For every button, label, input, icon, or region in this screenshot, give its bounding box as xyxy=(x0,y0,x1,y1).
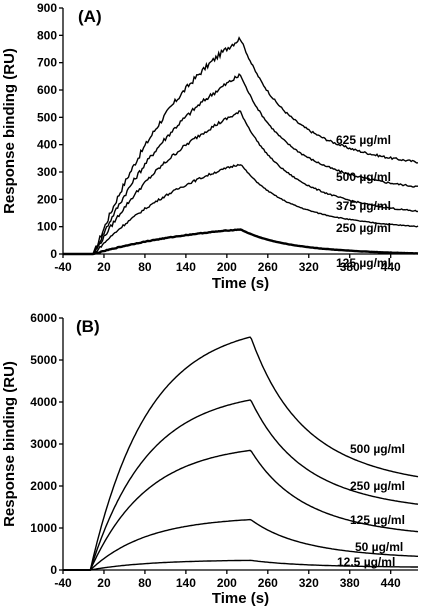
y-tick-label: 2000 xyxy=(30,479,57,493)
series-label: 125 µg/ml xyxy=(336,256,391,270)
y-tick-label: 800 xyxy=(37,28,57,42)
series-line xyxy=(63,518,418,571)
y-tick-label: 400 xyxy=(37,138,57,152)
x-tick-label: 20 xyxy=(97,576,111,590)
series-line xyxy=(63,449,419,571)
chart-panel-b: 0 1000 2000 3000 4000 5000 6000 -40 20 80 140 200 26… xyxy=(1,311,419,607)
y-tick-label: 100 xyxy=(37,220,57,234)
series-line xyxy=(63,228,419,256)
series-line xyxy=(63,559,418,571)
x-tick-label: -40 xyxy=(54,576,72,590)
y-tick-label: 3000 xyxy=(30,437,57,451)
series-label: 125 µg/ml xyxy=(350,513,405,527)
y-tick-label: 1000 xyxy=(30,521,57,535)
x-axis-title: Time (s) xyxy=(212,275,269,292)
series-line xyxy=(63,336,419,571)
series-label: 250 µg/ml xyxy=(336,221,391,235)
y-tick-label: 200 xyxy=(37,192,57,206)
series-label: 500 µg/ml xyxy=(336,170,391,184)
x-tick-label: -40 xyxy=(54,260,72,274)
y-tick-label: 300 xyxy=(37,165,57,179)
y-tick-label: 0 xyxy=(50,563,57,577)
series-label: 12.5 µg/ml xyxy=(337,555,395,569)
x-tick-label: 200 xyxy=(217,576,237,590)
y-tick-label: 600 xyxy=(37,83,57,97)
series-line xyxy=(63,110,419,255)
y-axis-title: Response binding (RU) xyxy=(1,48,18,214)
x-tick-label: 380 xyxy=(340,260,360,274)
x-tick-label: 320 xyxy=(299,260,319,274)
series-line xyxy=(63,73,418,255)
y-tick-label: 4000 xyxy=(30,395,57,409)
x-tick-label: 440 xyxy=(381,260,401,274)
x-tick-label: 140 xyxy=(176,576,196,590)
series-label: 500 µg/ml xyxy=(350,442,405,456)
y-tick-label: 700 xyxy=(37,56,57,70)
x-tick-label: 260 xyxy=(258,260,278,274)
series-label: 625 µg/ml xyxy=(336,133,391,147)
y-tick-label: 0 xyxy=(50,247,57,261)
x-tick-label: 80 xyxy=(138,260,152,274)
x-tick-label: 80 xyxy=(138,576,152,590)
x-axis-title: Time (s) xyxy=(212,590,269,607)
y-axis-title: Response binding (RU) xyxy=(1,361,18,527)
series-label: 50 µg/ml xyxy=(355,540,403,554)
series-line xyxy=(63,163,419,255)
x-tick-label: 440 xyxy=(381,576,401,590)
x-tick-label: 140 xyxy=(176,260,196,274)
series-line xyxy=(63,399,419,571)
y-tick-label: 900 xyxy=(37,1,57,15)
chart-panel-a: 0 100 200 300 400 500 600 700 800 900 -40 20 80 140 20… xyxy=(1,1,419,292)
y-tick-label: 6000 xyxy=(30,311,57,325)
x-tick-label: 380 xyxy=(340,576,360,590)
series-line xyxy=(63,36,419,255)
x-tick-label: 20 xyxy=(97,260,111,274)
panel-label: (B) xyxy=(76,317,100,336)
series-label: 375 µg/ml xyxy=(336,199,391,213)
panel-label: (A) xyxy=(78,7,102,26)
y-tick-label: 5000 xyxy=(30,353,57,367)
y-tick-label: 500 xyxy=(37,110,57,124)
x-tick-label: 320 xyxy=(299,576,319,590)
x-tick-label: 260 xyxy=(258,576,278,590)
x-tick-label: 200 xyxy=(217,260,237,274)
series-label: 250 µg/ml xyxy=(350,479,405,493)
